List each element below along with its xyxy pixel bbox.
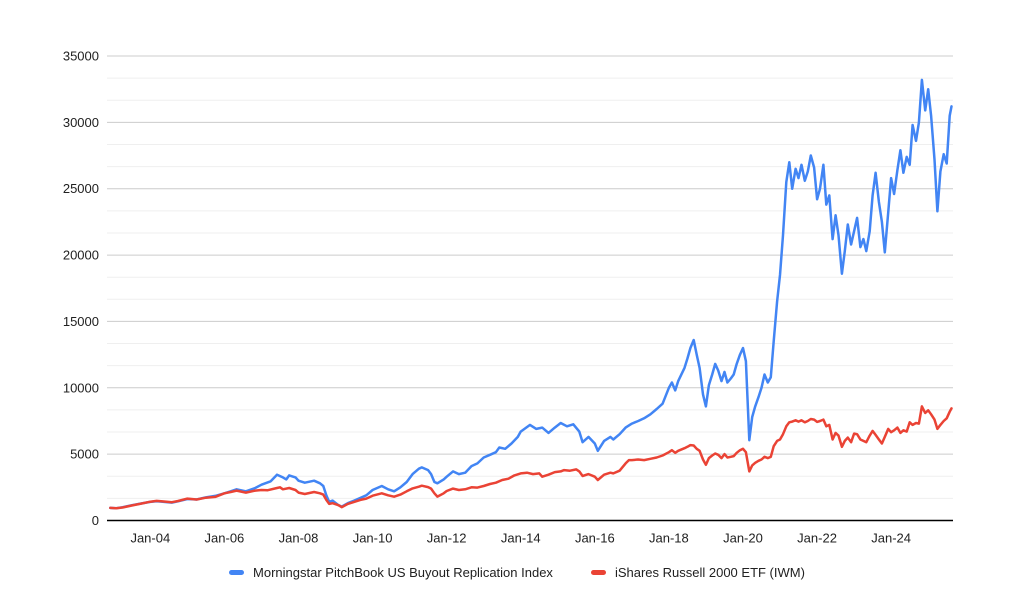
y-axis-tick-label: 0 [92, 513, 99, 528]
chart-legend: Morningstar PitchBook US Buyout Replicat… [0, 565, 1034, 580]
y-axis-tick-label: 30000 [63, 115, 99, 130]
y-axis-tick-label: 25000 [63, 181, 99, 196]
legend-swatch-blue-icon [229, 570, 245, 575]
x-axis-tick-label: Jan-22 [797, 531, 837, 546]
x-axis-tick-label: Jan-04 [130, 531, 170, 546]
x-axis-tick-label: Jan-24 [871, 531, 911, 546]
legend-label: Morningstar PitchBook US Buyout Replicat… [253, 565, 553, 580]
legend-item-iwm: iShares Russell 2000 ETF (IWM) [590, 565, 805, 580]
x-axis-tick-label: Jan-18 [649, 531, 689, 546]
x-axis-tick-label: Jan-12 [427, 531, 467, 546]
series-line-buyout-index [109, 78, 953, 510]
x-axis-tick-label: Jan-16 [575, 531, 615, 546]
y-axis-tick-label: 35000 [63, 49, 99, 64]
x-axis-tick-label: Jan-14 [501, 531, 541, 546]
x-axis-tick-label: Jan-08 [279, 531, 319, 546]
y-axis-tick-label: 5000 [70, 447, 99, 462]
y-axis-tick-label: 20000 [63, 248, 99, 263]
x-axis-tick-label: Jan-10 [353, 531, 393, 546]
x-axis-tick-label: Jan-20 [723, 531, 763, 546]
y-axis-tick-label: 10000 [63, 380, 99, 395]
legend-swatch-red-icon [590, 570, 606, 575]
legend-label: iShares Russell 2000 ETF (IWM) [614, 565, 805, 580]
legend-item-buyout-index: Morningstar PitchBook US Buyout Replicat… [229, 565, 553, 580]
x-axis-tick-label: Jan-06 [205, 531, 245, 546]
y-axis-tick-label: 15000 [63, 314, 99, 329]
series-line-iwm [109, 405, 953, 510]
